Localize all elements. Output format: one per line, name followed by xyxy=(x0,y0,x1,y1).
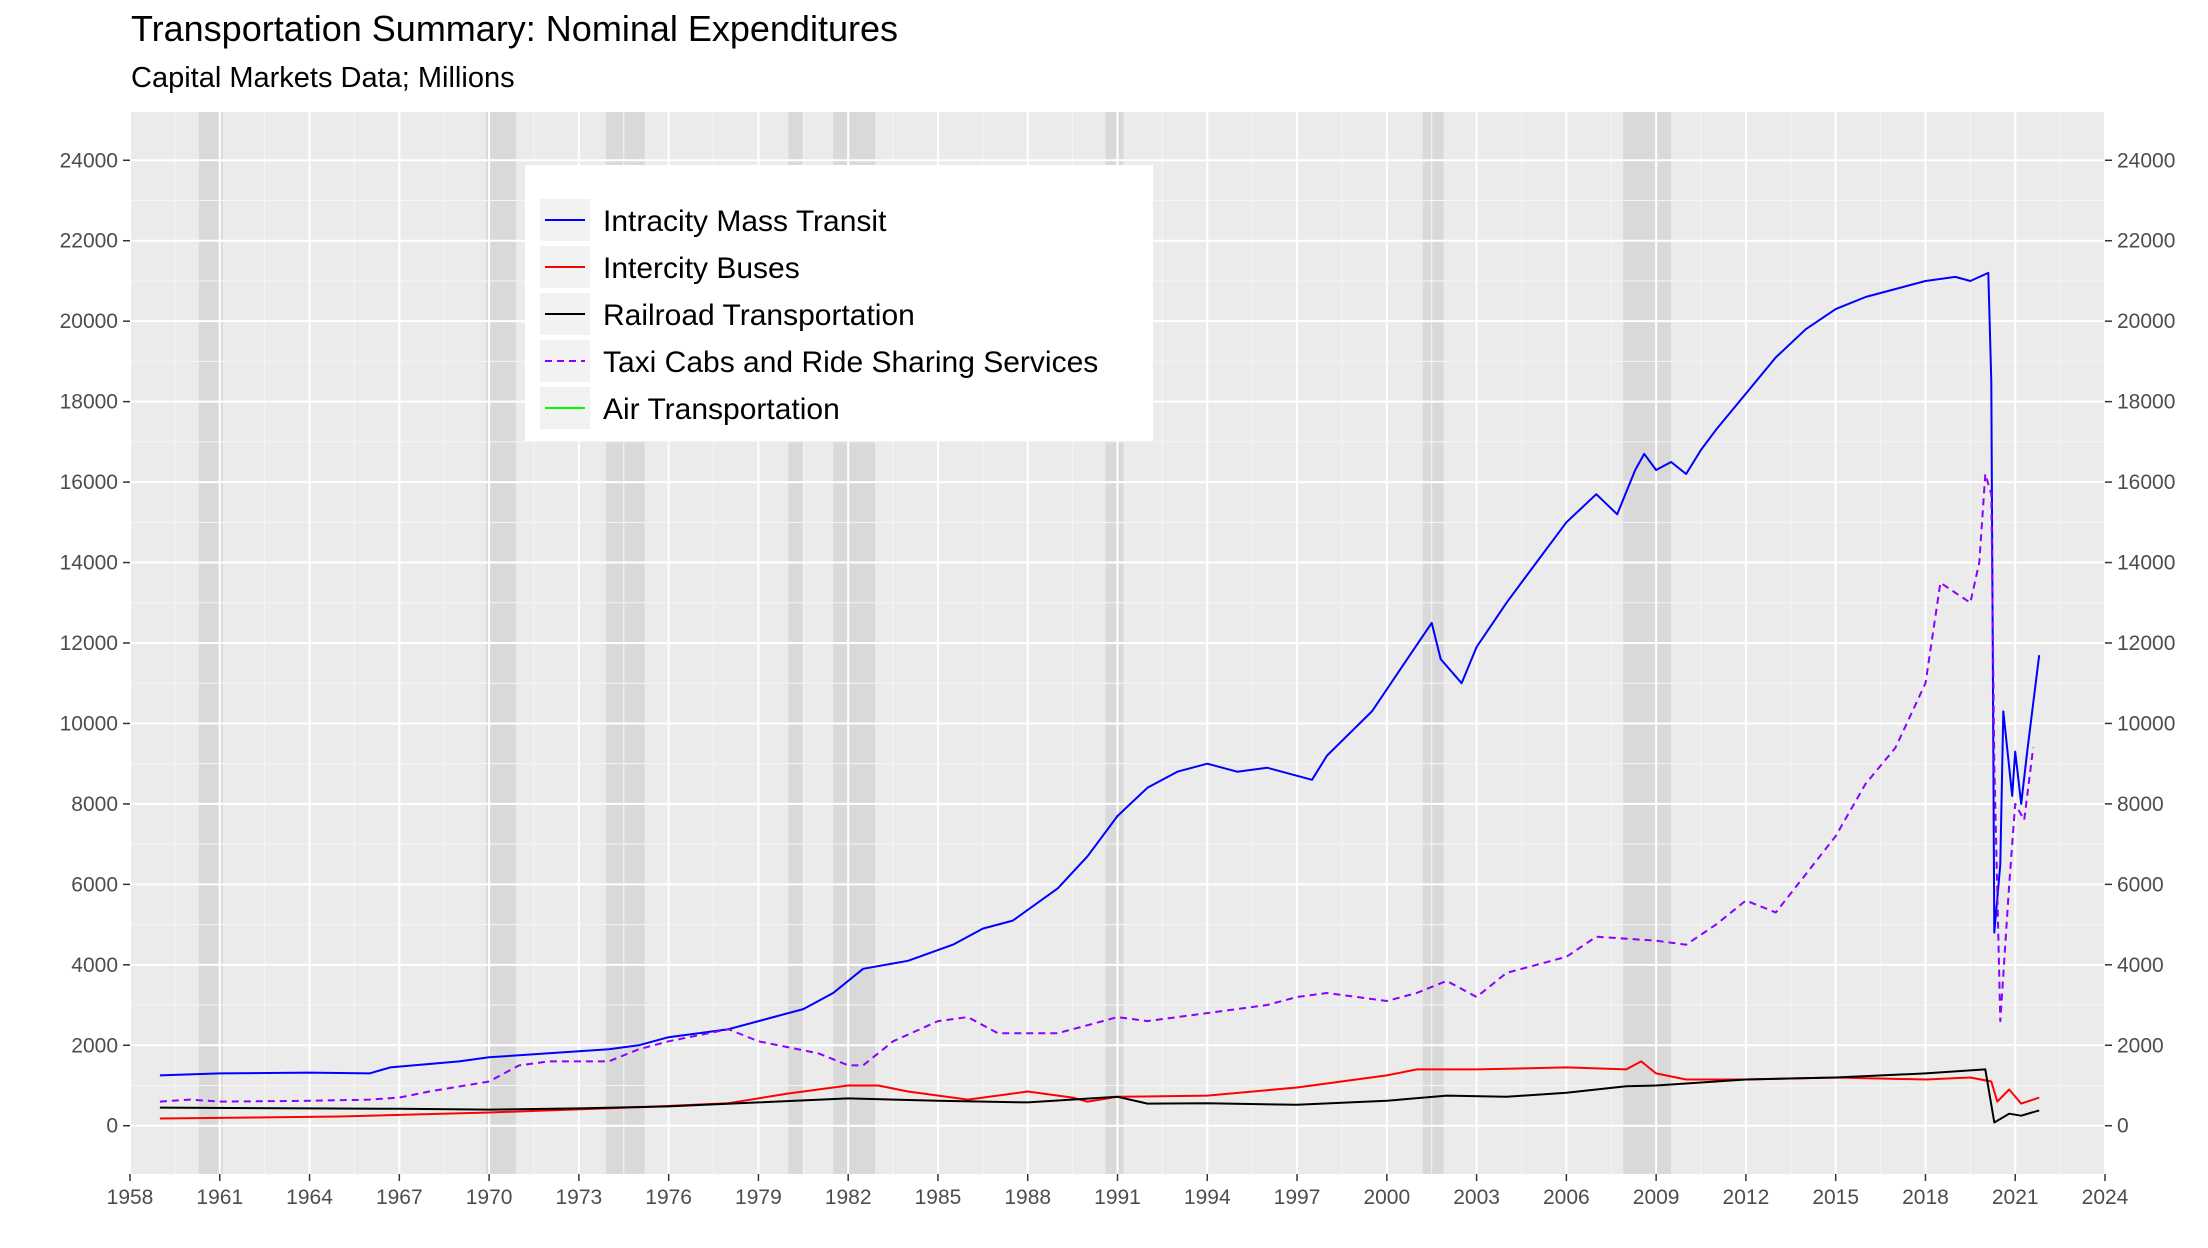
y-tick-label-right: 16000 xyxy=(2117,471,2175,494)
x-tick-label: 1961 xyxy=(196,1186,243,1209)
y-tick-label-right: 18000 xyxy=(2117,391,2175,414)
x-tick-label: 2000 xyxy=(1363,1186,1410,1209)
y-tick-label-left: 0 xyxy=(106,1115,118,1138)
legend-label: Air Transportation xyxy=(603,393,840,426)
axes: 1958 1961 1964 1967 1970 1973 1976 1979 1982 1985… xyxy=(60,149,2176,1209)
x-tick-label: 1997 xyxy=(1274,1186,1321,1209)
x-tick-label: 1991 xyxy=(1094,1186,1141,1209)
x-tick-label: 2018 xyxy=(1902,1186,1949,1209)
y-tick-label-right: 12000 xyxy=(2117,632,2175,655)
x-tick-label: 1958 xyxy=(107,1186,154,1209)
x-tick-label: 2021 xyxy=(1992,1186,2039,1209)
x-tick-label: 2009 xyxy=(1633,1186,1680,1209)
x-tick-label: 1988 xyxy=(1004,1186,1051,1209)
y-tick-label-left: 2000 xyxy=(71,1034,118,1057)
x-tick-label: 2003 xyxy=(1453,1186,1500,1209)
series-line xyxy=(159,1068,2040,1124)
legend-label: Railroad Transportation xyxy=(603,299,915,332)
y-tick-label-right: 4000 xyxy=(2117,954,2164,977)
y-tick-label-left: 18000 xyxy=(60,391,118,414)
y-tick-label-left: 20000 xyxy=(60,310,118,333)
legend-label: Taxi Cabs and Ride Sharing Services xyxy=(603,346,1098,379)
y-tick-label-left: 16000 xyxy=(60,471,118,494)
y-tick-label-left: 8000 xyxy=(71,793,118,816)
y-tick-label-left: 12000 xyxy=(60,632,118,655)
y-tick-label-right: 2000 xyxy=(2117,1034,2164,1057)
y-tick-label-left: 22000 xyxy=(60,230,118,253)
series-line xyxy=(159,271,2041,1077)
y-tick-label-right: 6000 xyxy=(2117,873,2164,896)
y-tick-label-right: 20000 xyxy=(2117,310,2175,333)
chart-subtitle: Capital Markets Data; Millions xyxy=(131,62,515,94)
series-layer xyxy=(159,271,2041,1124)
x-tick-label: 2024 xyxy=(2082,1186,2129,1209)
series-line xyxy=(159,1060,2040,1120)
legend-label: Intercity Buses xyxy=(603,252,800,285)
y-tick-label-right: 0 xyxy=(2117,1115,2129,1138)
y-tick-label-left: 4000 xyxy=(71,954,118,977)
series-line xyxy=(159,473,2035,1103)
y-tick-label-right: 24000 xyxy=(2117,149,2175,172)
x-tick-label: 2006 xyxy=(1543,1186,1590,1209)
x-tick-label: 1976 xyxy=(645,1186,692,1209)
legend: Intracity Mass Transit Intercity Buses Rai… xyxy=(525,165,1153,441)
x-tick-label: 1970 xyxy=(466,1186,513,1209)
x-tick-label: 1967 xyxy=(376,1186,423,1209)
y-tick-label-left: 6000 xyxy=(71,873,118,896)
y-tick-label-left: 24000 xyxy=(60,149,118,172)
y-tick-label-left: 10000 xyxy=(60,712,118,735)
x-tick-label: 1982 xyxy=(825,1186,872,1209)
y-tick-label-right: 10000 xyxy=(2117,712,2175,735)
x-tick-label: 1979 xyxy=(735,1186,782,1209)
chart-title: Transportation Summary: Nominal Expendit… xyxy=(131,8,898,49)
y-tick-label-right: 14000 xyxy=(2117,552,2175,575)
y-tick-label-right: 8000 xyxy=(2117,793,2164,816)
legend-label: Intracity Mass Transit xyxy=(603,205,887,238)
legend-box xyxy=(525,165,1153,441)
x-tick-label: 1985 xyxy=(915,1186,962,1209)
y-tick-label-left: 14000 xyxy=(60,552,118,575)
x-tick-label: 1964 xyxy=(286,1186,333,1209)
x-tick-label: 1973 xyxy=(556,1186,603,1209)
x-tick-label: 2015 xyxy=(1812,1186,1859,1209)
x-tick-label: 2012 xyxy=(1723,1186,1770,1209)
x-tick-label: 1994 xyxy=(1184,1186,1231,1209)
y-tick-label-right: 22000 xyxy=(2117,230,2175,253)
